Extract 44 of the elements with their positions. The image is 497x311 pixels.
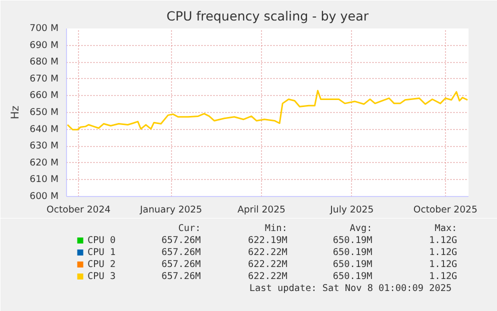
text: 1.12G <box>429 259 458 270</box>
y-tick-label: 630 M <box>30 140 59 152</box>
y-tick-label: 650 M <box>30 107 59 118</box>
y-tick-label: 690 M <box>30 40 59 51</box>
x-tick-label: October 2025 <box>413 204 478 216</box>
text: 622.22M <box>248 247 288 258</box>
y-tick-label: 600 M <box>30 191 59 202</box>
text: Min: <box>264 223 288 234</box>
text: 1.12G <box>429 247 458 258</box>
chart-title: CPU frequency scaling - by year <box>166 8 370 24</box>
text: 1.12G <box>429 235 458 246</box>
text: Cur: <box>178 223 201 234</box>
legend-label: CPU 1 <box>88 247 116 258</box>
text: 657.26M <box>161 271 202 282</box>
text: Last update: Sat Nov 8 01:00:09 2025 <box>249 283 452 294</box>
text: 657.26M <box>161 235 202 246</box>
text: Avg: <box>350 223 372 234</box>
y-tick-label: 610 M <box>30 174 59 186</box>
text: 657.26M <box>161 247 202 258</box>
x-tick-label: January 2025 <box>138 204 202 216</box>
x-tick-label: October 2024 <box>46 204 111 216</box>
text: Max: <box>434 223 458 234</box>
legend-label: CPU 3 <box>88 271 116 282</box>
line-series <box>66 90 468 130</box>
x-tick-label: July 2025 <box>329 204 374 216</box>
y-tick-label: 700 M <box>30 23 59 34</box>
legend-label: CPU 0 <box>88 235 116 246</box>
y-tick-label: 670 M <box>30 73 59 84</box>
text: 650.19M <box>332 235 373 246</box>
text: 622.22M <box>248 259 288 270</box>
text: 1.12G <box>429 271 458 282</box>
text: 650.19M <box>332 259 373 270</box>
y-tick-label: 640 M <box>30 124 59 135</box>
x-tick-label: April 2025 <box>237 204 286 216</box>
text: 657.26M <box>161 259 202 270</box>
text: 650.19M <box>332 271 373 282</box>
y-tick-label: 660 M <box>30 90 59 102</box>
y-tick-label: 620 M <box>30 157 59 168</box>
y-axis-title: Hz <box>8 105 22 120</box>
text: 650.19M <box>332 247 373 258</box>
legend-label: CPU 2 <box>88 259 116 270</box>
text: 622.19M <box>248 235 288 246</box>
y-tick-label: 680 M <box>30 56 59 68</box>
text: 622.22M <box>248 271 288 282</box>
